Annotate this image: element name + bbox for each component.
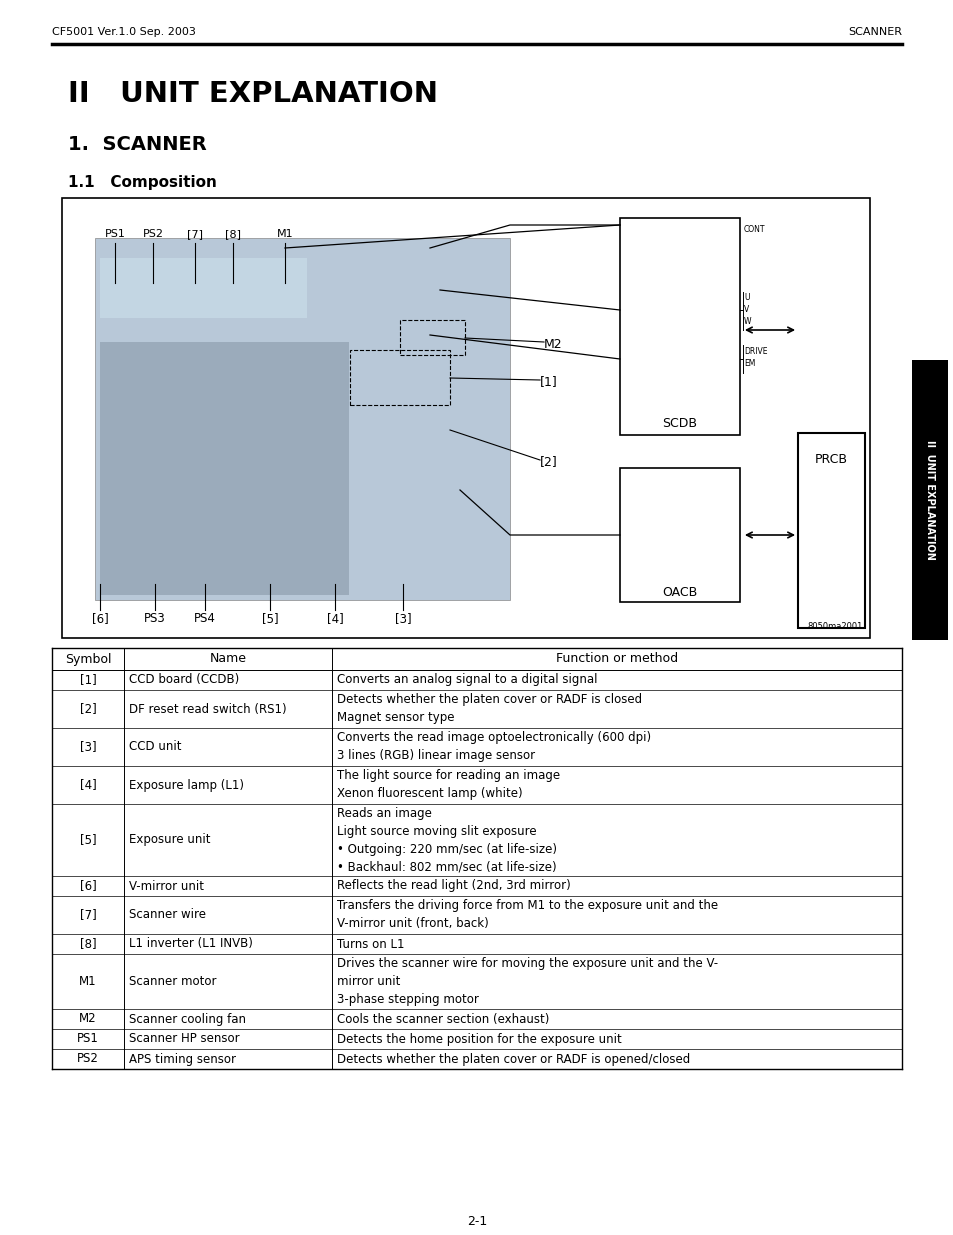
Text: Scanner motor: Scanner motor bbox=[129, 974, 216, 988]
Text: Detects whether the platen cover or RADF is closed: Detects whether the platen cover or RADF… bbox=[337, 694, 642, 706]
Text: Cools the scanner section (exhaust): Cools the scanner section (exhaust) bbox=[337, 1013, 549, 1025]
Text: [8]: [8] bbox=[225, 228, 241, 240]
Text: PS4: PS4 bbox=[193, 613, 215, 625]
Text: Xenon fluorescent lamp (white): Xenon fluorescent lamp (white) bbox=[337, 788, 522, 800]
Text: CF5001 Ver.1.0 Sep. 2003: CF5001 Ver.1.0 Sep. 2003 bbox=[52, 27, 195, 37]
Text: Turns on L1: Turns on L1 bbox=[337, 937, 405, 951]
Text: Function or method: Function or method bbox=[556, 652, 678, 666]
Text: [5]: [5] bbox=[80, 834, 96, 846]
Text: DF reset read switch (RS1): DF reset read switch (RS1) bbox=[129, 703, 287, 715]
Text: Drives the scanner wire for moving the exposure unit and the V-: Drives the scanner wire for moving the e… bbox=[337, 957, 718, 969]
Text: Name: Name bbox=[210, 652, 247, 666]
Text: EM: EM bbox=[743, 359, 755, 368]
Text: The light source for reading an image: The light source for reading an image bbox=[337, 769, 560, 783]
Text: CCD board (CCDB): CCD board (CCDB) bbox=[129, 673, 239, 687]
Text: [4]: [4] bbox=[326, 613, 343, 625]
Text: [1]: [1] bbox=[539, 375, 558, 388]
Bar bbox=[95, 238, 510, 600]
Text: [2]: [2] bbox=[80, 703, 96, 715]
Text: Exposure lamp (L1): Exposure lamp (L1) bbox=[129, 778, 244, 792]
Bar bbox=[619, 219, 740, 435]
Text: OACB: OACB bbox=[661, 585, 697, 599]
Text: SCANNER: SCANNER bbox=[847, 27, 901, 37]
Text: [4]: [4] bbox=[80, 778, 96, 792]
Text: V-mirror unit: V-mirror unit bbox=[129, 879, 204, 893]
Text: 3-phase stepping motor: 3-phase stepping motor bbox=[337, 993, 478, 1007]
Text: Scanner cooling fan: Scanner cooling fan bbox=[129, 1013, 246, 1025]
Text: CONT: CONT bbox=[743, 225, 764, 233]
Text: CCD unit: CCD unit bbox=[129, 741, 182, 753]
Text: [3]: [3] bbox=[395, 613, 411, 625]
Text: 2-1: 2-1 bbox=[466, 1215, 487, 1228]
Text: APS timing sensor: APS timing sensor bbox=[129, 1052, 236, 1066]
Text: [3]: [3] bbox=[80, 741, 96, 753]
Text: Magnet sensor type: Magnet sensor type bbox=[337, 711, 455, 725]
Text: 3 lines (RGB) linear image sensor: 3 lines (RGB) linear image sensor bbox=[337, 750, 535, 762]
Text: V-mirror unit (front, back): V-mirror unit (front, back) bbox=[337, 918, 489, 930]
Text: Converts an analog signal to a digital signal: Converts an analog signal to a digital s… bbox=[337, 673, 598, 687]
Bar bbox=[911, 359, 947, 640]
Text: Exposure unit: Exposure unit bbox=[129, 834, 211, 846]
Text: II  UNIT EXPLANATION: II UNIT EXPLANATION bbox=[924, 440, 934, 559]
Bar bbox=[619, 468, 740, 601]
Text: PS2: PS2 bbox=[77, 1052, 99, 1066]
Text: PS1: PS1 bbox=[77, 1032, 99, 1046]
Bar bbox=[797, 433, 864, 629]
Text: M2: M2 bbox=[79, 1013, 97, 1025]
Text: II   UNIT EXPLANATION: II UNIT EXPLANATION bbox=[68, 80, 437, 107]
Text: PS2: PS2 bbox=[142, 228, 163, 240]
Text: Scanner wire: Scanner wire bbox=[129, 909, 206, 921]
Text: Detects the home position for the exposure unit: Detects the home position for the exposu… bbox=[337, 1032, 621, 1046]
Text: [5]: [5] bbox=[261, 613, 278, 625]
Text: [6]: [6] bbox=[80, 879, 96, 893]
Text: [1]: [1] bbox=[80, 673, 96, 687]
Bar bbox=[350, 350, 450, 405]
Text: [7]: [7] bbox=[187, 228, 203, 240]
Text: 1.  SCANNER: 1. SCANNER bbox=[68, 135, 207, 154]
Text: Scanner HP sensor: Scanner HP sensor bbox=[129, 1032, 239, 1046]
Text: • Backhaul: 802 mm/sec (at life-size): • Backhaul: 802 mm/sec (at life-size) bbox=[337, 861, 557, 873]
Text: • Outgoing: 220 mm/sec (at life-size): • Outgoing: 220 mm/sec (at life-size) bbox=[337, 842, 557, 856]
Text: M1: M1 bbox=[79, 974, 97, 988]
Text: Reflects the read light (2nd, 3rd mirror): Reflects the read light (2nd, 3rd mirror… bbox=[337, 879, 571, 893]
Text: Converts the read image optoelectronically (600 dpi): Converts the read image optoelectronical… bbox=[337, 731, 651, 745]
Text: W: W bbox=[743, 317, 751, 326]
Bar bbox=[399, 320, 464, 354]
Text: [6]: [6] bbox=[91, 613, 109, 625]
Text: PS1: PS1 bbox=[105, 228, 125, 240]
Text: V: V bbox=[743, 305, 748, 315]
Bar bbox=[100, 258, 307, 317]
Text: PS3: PS3 bbox=[144, 613, 166, 625]
Text: [2]: [2] bbox=[539, 454, 558, 468]
Text: U: U bbox=[743, 294, 749, 303]
Bar bbox=[100, 342, 349, 595]
Text: [8]: [8] bbox=[80, 937, 96, 951]
Text: DRIVE: DRIVE bbox=[743, 347, 767, 357]
Text: mirror unit: mirror unit bbox=[337, 974, 400, 988]
Text: Transfers the driving force from M1 to the exposure unit and the: Transfers the driving force from M1 to t… bbox=[337, 899, 718, 913]
Text: PRCB: PRCB bbox=[814, 453, 847, 466]
Text: M2: M2 bbox=[543, 338, 562, 351]
Text: 1.1   Composition: 1.1 Composition bbox=[68, 175, 216, 190]
Text: SCDB: SCDB bbox=[661, 417, 697, 430]
Text: Reads an image: Reads an image bbox=[337, 806, 432, 820]
Bar bbox=[62, 198, 869, 638]
Text: Light source moving slit exposure: Light source moving slit exposure bbox=[337, 825, 537, 837]
Text: L1 inverter (L1 INVB): L1 inverter (L1 INVB) bbox=[129, 937, 253, 951]
Text: Symbol: Symbol bbox=[65, 652, 112, 666]
Text: M1: M1 bbox=[276, 228, 293, 240]
Text: Detects whether the platen cover or RADF is opened/closed: Detects whether the platen cover or RADF… bbox=[337, 1052, 690, 1066]
Text: [7]: [7] bbox=[80, 909, 96, 921]
Text: 8050ma2001: 8050ma2001 bbox=[807, 622, 862, 631]
